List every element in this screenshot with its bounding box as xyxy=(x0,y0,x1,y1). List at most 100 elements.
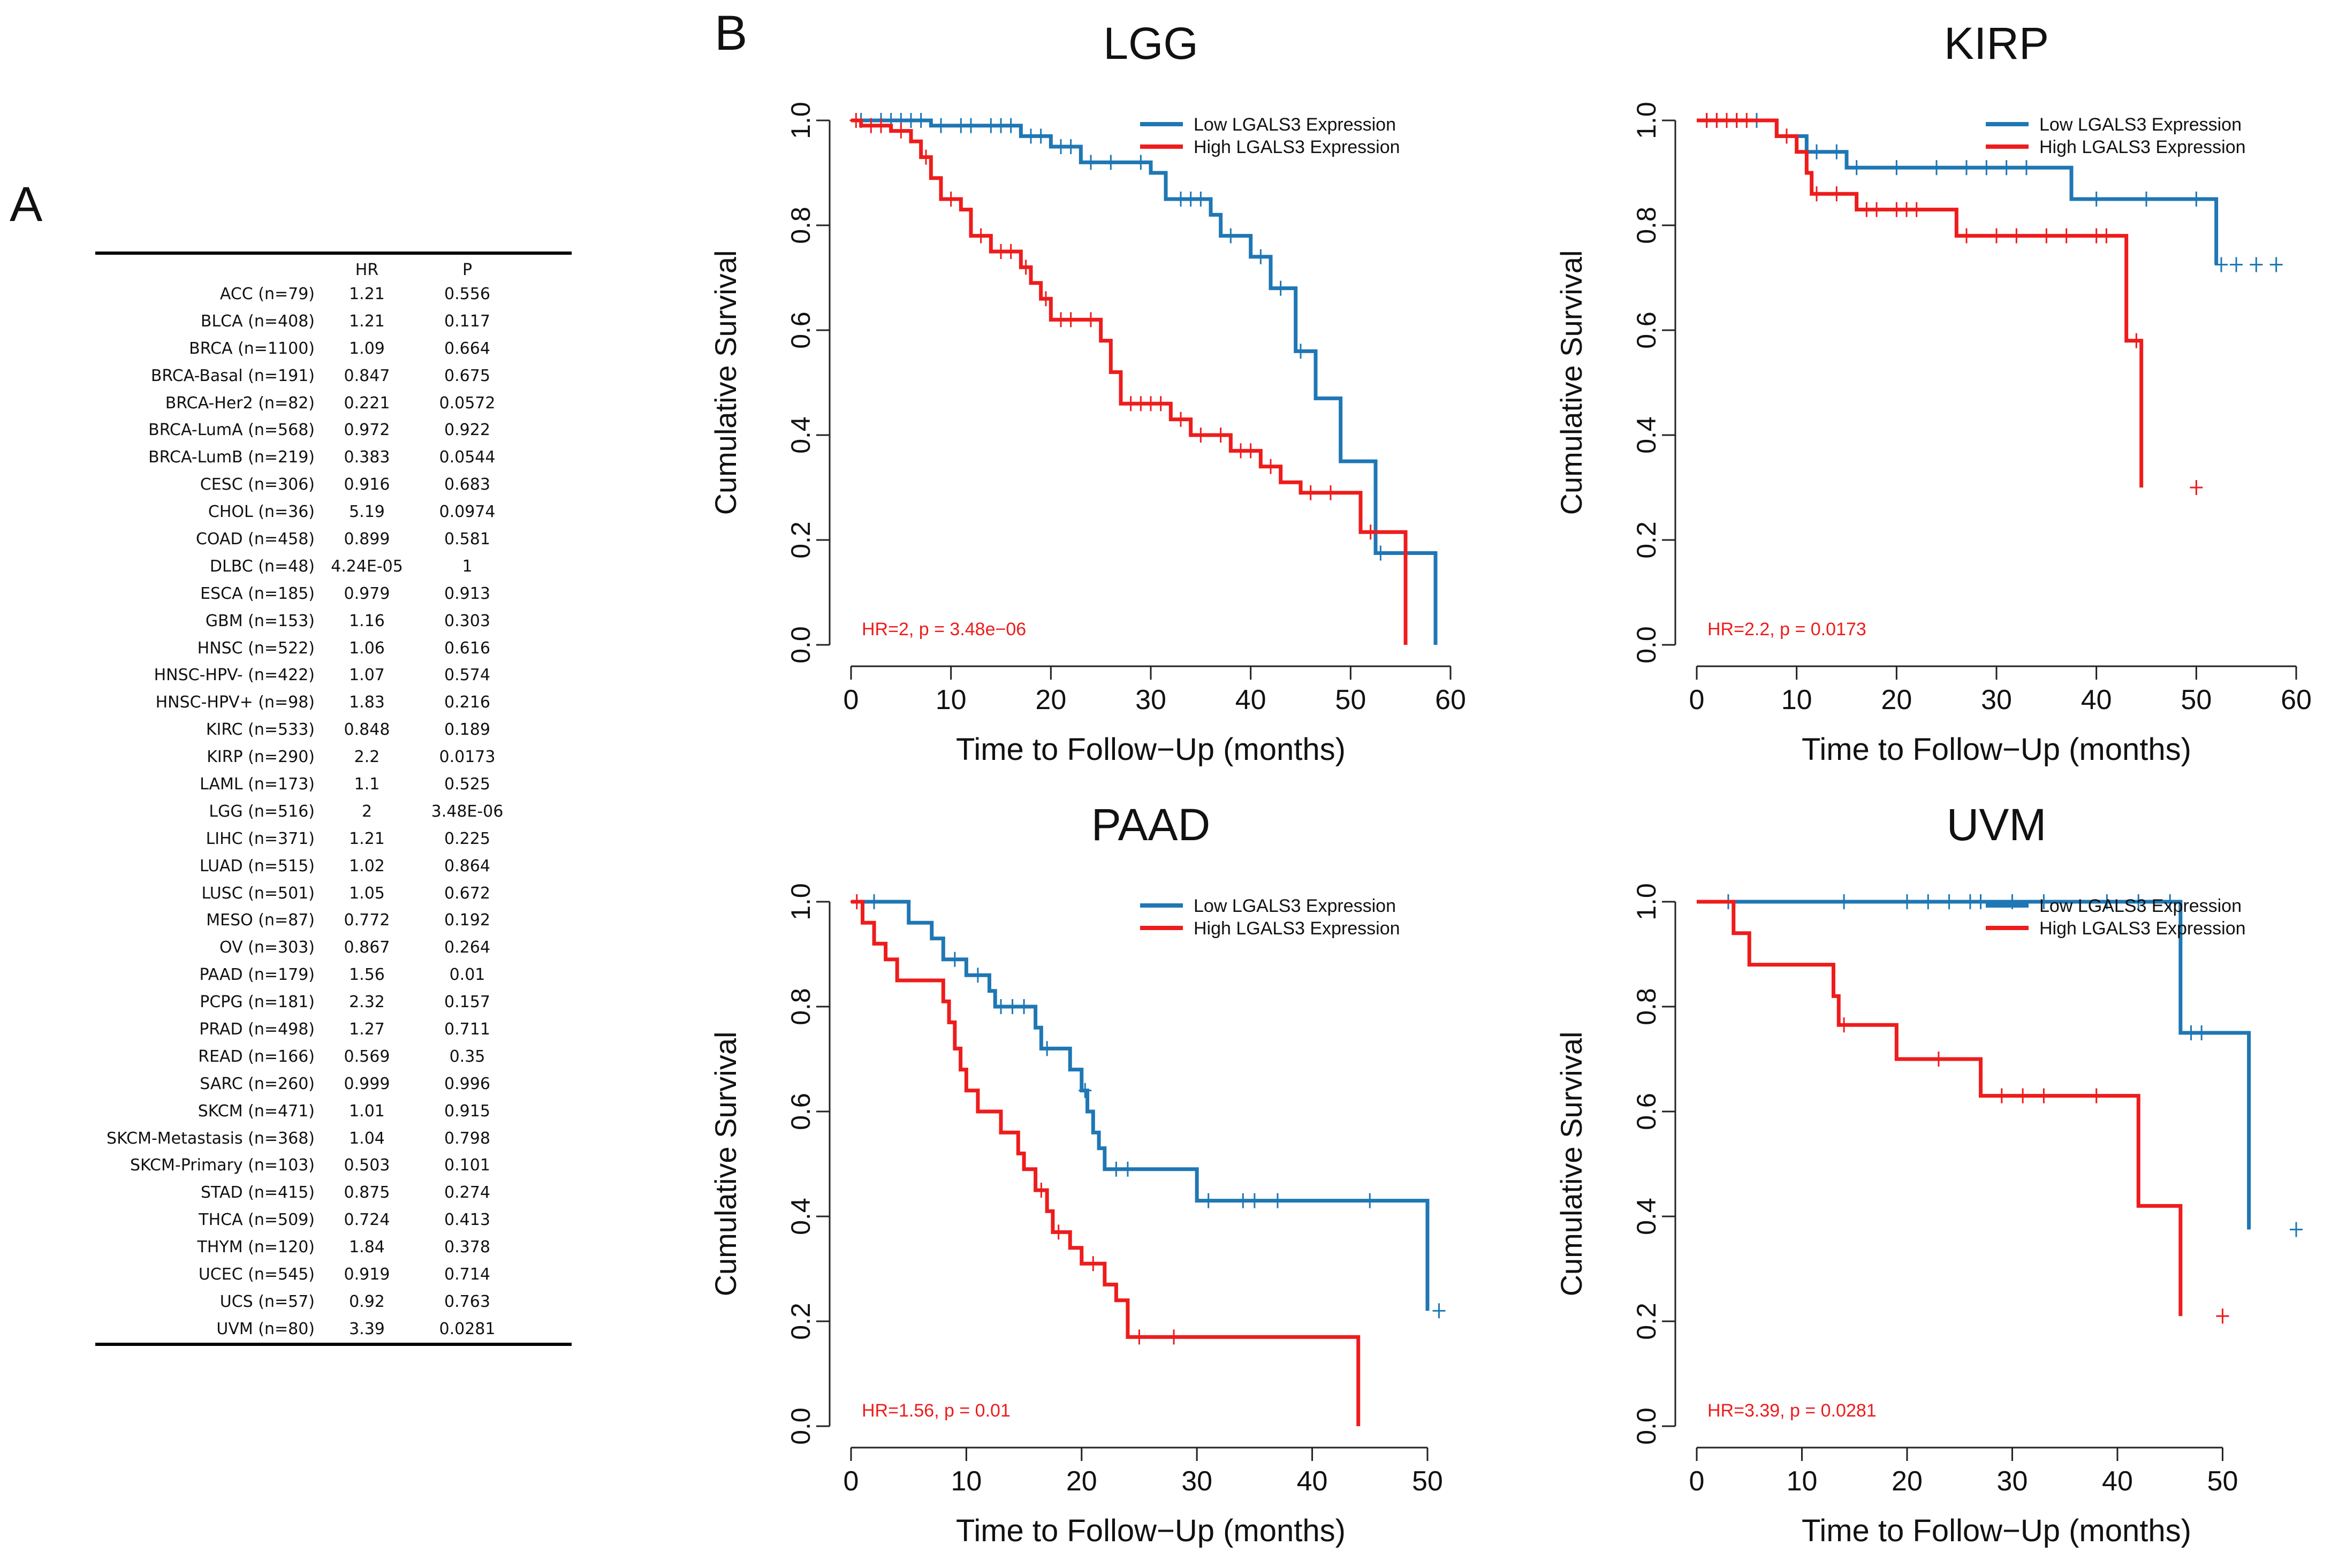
panel-b-label: B xyxy=(715,6,748,60)
hr-cell: 0.847 xyxy=(344,366,390,385)
censor-mark xyxy=(1039,291,1052,307)
x-axis-label: Time to Follow−Up (months) xyxy=(956,1513,1346,1548)
y-tick-label: 0.8 xyxy=(786,988,816,1025)
legend-label-low: Low LGALS3 Expression xyxy=(2039,115,2242,135)
y-axis-label: Cumulative Survival xyxy=(709,1032,742,1297)
cancer-type-cell: CESC (n=306) xyxy=(200,475,315,494)
censor-mark xyxy=(971,968,984,983)
table-row: BRCA-Basal (n=191) 0.847 0.675 xyxy=(95,362,572,390)
table-row: BRCA (n=1100) 1.09 0.664 xyxy=(95,335,572,362)
x-tick-label: 0 xyxy=(1689,684,1705,716)
x-axis-label: Time to Follow−Up (months) xyxy=(956,732,1346,767)
censor-mark xyxy=(1254,249,1267,264)
x-axis-label: Time to Follow−Up (months) xyxy=(1802,1513,2191,1548)
cancer-type-cell: LIHC (n=371) xyxy=(206,829,315,848)
p-value-cell: 0.157 xyxy=(444,993,490,1012)
censor-mark xyxy=(1064,139,1077,154)
high-expression-curve xyxy=(1697,118,2144,488)
censor-mark xyxy=(1052,1224,1065,1240)
table-row: LIHC (n=371) 1.21 0.225 xyxy=(95,825,572,852)
y-tick-label: 0.8 xyxy=(786,207,816,244)
table-row: CESC (n=306) 0.916 0.683 xyxy=(95,471,572,498)
p-value-cell: 0.117 xyxy=(444,311,490,331)
y-tick-label: 0.4 xyxy=(1631,1198,1661,1235)
cancer-type-cell: BRCA-Her2 (n=82) xyxy=(165,393,315,413)
censor-mark xyxy=(2037,894,2051,909)
censor-mark xyxy=(1830,144,1843,159)
x-tick-label: 0 xyxy=(844,684,859,716)
p-value-cell: 0.664 xyxy=(444,339,490,358)
table-row: ACC (n=79) 1.21 0.556 xyxy=(95,280,572,308)
y-axis-label: Cumulative Survival xyxy=(709,250,742,515)
p-value-cell: 0.798 xyxy=(444,1129,490,1148)
low-expression-curve xyxy=(851,900,1430,1311)
y-tick-label: 1.0 xyxy=(1631,883,1661,920)
table-row: GBM (n=153) 1.16 0.303 xyxy=(95,607,572,635)
censor-mark xyxy=(2163,894,2177,909)
censor-mark xyxy=(1990,228,2003,243)
p-value-cell: 1 xyxy=(462,557,473,576)
hazard-ratio-annotation: HR=3.39, p = 0.0281 xyxy=(1707,1400,1877,1421)
table-row: HNSC-HPV- (n=422) 1.07 0.574 xyxy=(95,661,572,689)
y-tick-label: 0.4 xyxy=(786,1198,816,1235)
cancer-type-cell: SKCM-Metastasis (n=368) xyxy=(107,1129,315,1148)
cancer-type-cell: LUSC (n=501) xyxy=(201,884,315,903)
hr-cell: 0.383 xyxy=(344,448,390,467)
censor-mark xyxy=(2190,192,2203,207)
legend-label-high: High LGALS3 Expression xyxy=(2039,918,2246,939)
censor-mark xyxy=(1810,144,1823,159)
hr-cell: 0.875 xyxy=(344,1183,390,1202)
p-value-cell: 0.714 xyxy=(444,1265,490,1284)
km-plot-uvm: UVM 0.0 0.2 0.4 0.6 0.8 1.0 Cumulative Survival… xyxy=(1554,800,2303,1548)
high-expression-curve xyxy=(1697,900,2183,1316)
censor-mark xyxy=(1930,160,1943,176)
cancer-type-cell: PRAD (n=498) xyxy=(199,1019,315,1039)
hr-cell: 0.999 xyxy=(344,1074,390,1093)
table-row: HNSC (n=522) 1.06 0.616 xyxy=(95,635,572,662)
censor-mark xyxy=(1960,160,1973,176)
p-value-cell: 0.556 xyxy=(444,284,490,303)
legend-label-high: High LGALS3 Expression xyxy=(1194,137,1400,157)
x-tick-label: 10 xyxy=(936,684,967,716)
table-row: UCS (n=57) 0.92 0.763 xyxy=(95,1288,572,1315)
cancer-type-cell: UVM (n=80) xyxy=(216,1319,315,1338)
hr-cell: 1.83 xyxy=(349,693,385,712)
panel-a-label: A xyxy=(10,177,43,232)
censor-mark xyxy=(2269,257,2283,272)
censor-mark xyxy=(2215,257,2228,272)
censor-mark xyxy=(948,952,961,967)
cancer-type-cell: CHOL (n=36) xyxy=(208,503,315,522)
censor-mark xyxy=(1910,202,1923,217)
table-row: MESO (n=87) 0.772 0.192 xyxy=(95,907,572,934)
censor-mark xyxy=(849,113,863,128)
censor-mark xyxy=(1174,412,1187,427)
legend-label-high: High LGALS3 Expression xyxy=(1194,918,1400,939)
p-value-cell: 0.525 xyxy=(444,774,490,794)
low-expression-curve xyxy=(1697,900,2251,1230)
cancer-type-cell: ACC (n=79) xyxy=(219,284,315,303)
chart-title: LGG xyxy=(1103,18,1198,68)
y-tick-label: 0.6 xyxy=(1631,311,1661,349)
cancer-type-cell: LAML (n=173) xyxy=(200,774,315,794)
table-row: CHOL (n=36) 5.19 0.0974 xyxy=(95,498,572,526)
censor-mark xyxy=(1274,280,1287,296)
table-row: PRAD (n=498) 1.27 0.711 xyxy=(95,1016,572,1043)
censor-mark xyxy=(1960,228,1973,243)
table-row: STAD (n=415) 0.875 0.274 xyxy=(95,1179,572,1206)
censor-mark xyxy=(2040,228,2053,243)
hr-cell: 0.919 xyxy=(344,1265,390,1284)
censor-mark xyxy=(1364,524,1377,540)
hr-cell: 1.56 xyxy=(349,965,385,985)
p-value-cell: 0.913 xyxy=(444,584,490,603)
x-axis-label: Time to Follow−Up (months) xyxy=(1802,732,2191,767)
censor-mark xyxy=(1064,312,1077,328)
cancer-type-cell: READ (n=166) xyxy=(198,1047,315,1066)
censor-mark xyxy=(1121,1161,1134,1177)
legend-label-low: Low LGALS3 Expression xyxy=(2039,896,2242,916)
censor-mark xyxy=(1214,428,1227,443)
p-value-cell: 0.915 xyxy=(444,1101,490,1121)
cancer-type-cell: DLBC (n=48) xyxy=(209,557,315,576)
censor-mark xyxy=(2060,228,2073,243)
table-row: BLCA (n=408) 1.21 0.117 xyxy=(95,308,572,335)
x-tick-label: 50 xyxy=(1335,684,1366,716)
